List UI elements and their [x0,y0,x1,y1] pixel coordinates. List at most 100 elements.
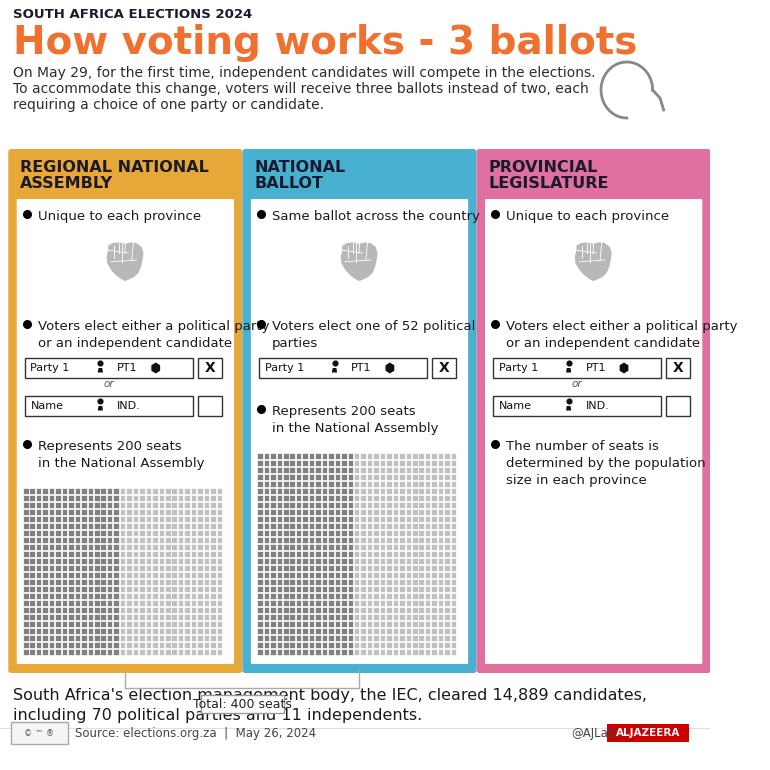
Bar [204,572,209,578]
Bar [406,509,411,515]
Bar [276,586,282,592]
Bar [431,460,437,466]
Bar [62,509,67,515]
Bar [132,530,139,536]
Bar [184,544,190,550]
Bar [444,607,450,613]
Bar [406,614,411,620]
Bar [347,495,353,501]
Bar [165,523,170,529]
Bar [126,495,132,501]
Bar [335,509,340,515]
Bar [335,460,340,466]
Bar [139,551,145,557]
Bar [347,502,353,508]
Bar [113,586,119,592]
Bar [23,586,28,592]
Bar [172,516,177,522]
Bar [393,579,398,585]
Bar [373,516,379,522]
Bar [444,572,450,578]
Bar [81,621,87,627]
Bar [113,600,119,606]
Bar [354,488,360,494]
Bar [309,460,314,466]
Bar [75,628,80,634]
Text: @AJLabs: @AJLabs [571,727,622,739]
Bar [406,453,411,459]
Bar [418,614,424,620]
Bar [425,593,430,599]
Bar [210,558,216,564]
Bar [139,621,145,627]
Bar [94,607,99,613]
Bar [412,642,417,648]
Bar [303,628,308,634]
Text: requiring a choice of one party or candidate.: requiring a choice of one party or candi… [13,98,324,112]
Bar [450,544,457,550]
Bar [309,495,314,501]
Bar [399,607,405,613]
Bar [283,586,289,592]
Bar [296,460,301,466]
Bar [257,649,263,655]
Bar [406,516,411,522]
Bar [257,481,263,487]
Bar [172,565,177,571]
Bar [450,551,457,557]
Bar [120,488,126,494]
Bar [139,635,145,641]
Bar [412,481,417,487]
Bar [126,642,132,648]
Bar [210,544,216,550]
Text: IND.: IND. [585,401,609,411]
Bar [126,565,132,571]
Bar [444,628,450,634]
Bar [431,621,437,627]
Bar [347,467,353,473]
Bar [62,530,67,536]
Bar [11,722,68,744]
Bar [257,565,263,571]
Bar [412,474,417,480]
Bar [354,628,360,634]
Bar [210,635,216,641]
Bar [198,358,223,378]
Bar [373,453,379,459]
Bar [393,537,398,543]
Bar [178,537,183,543]
Bar [100,621,106,627]
Bar [107,537,112,543]
Bar [55,530,61,536]
Bar [139,516,145,522]
Bar [322,537,327,543]
Bar [107,544,112,550]
Bar [315,614,321,620]
Bar [107,565,112,571]
Bar [191,544,196,550]
Bar [373,467,379,473]
Bar [152,628,158,634]
Bar [373,635,379,641]
Bar [393,551,398,557]
Bar [184,593,190,599]
Bar [178,502,183,508]
Bar [399,474,405,480]
Bar [367,586,373,592]
Bar [42,488,48,494]
Bar [438,544,444,550]
Bar [165,628,170,634]
Bar [165,614,170,620]
Bar [184,642,190,648]
Bar [322,488,327,494]
Bar [328,565,333,571]
Bar [393,635,398,641]
Bar [387,495,392,501]
Bar [431,495,437,501]
Bar [296,642,301,648]
Bar [380,565,385,571]
Bar [146,530,151,536]
Bar [263,460,270,466]
Bar [360,502,366,508]
Bar [270,628,276,634]
